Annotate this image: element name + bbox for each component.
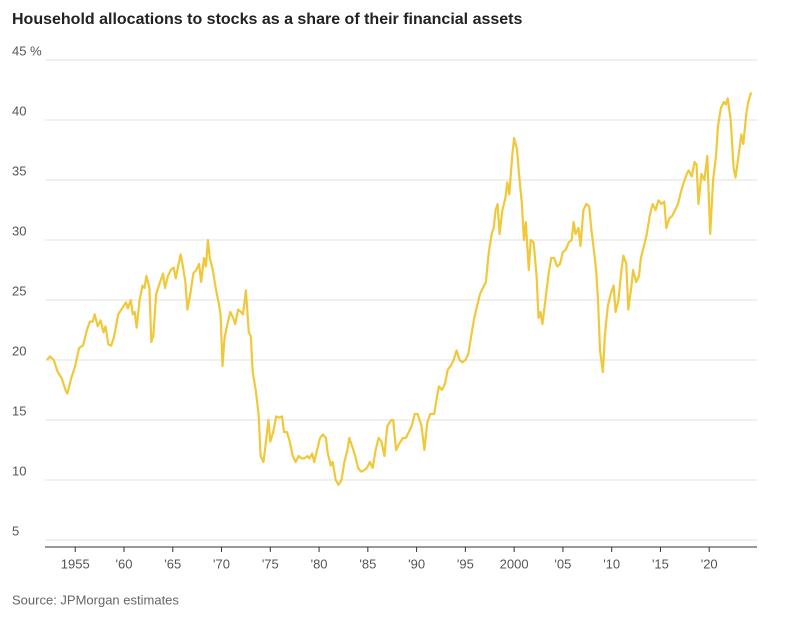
y-tick-label: 20 [12,343,26,358]
x-tick-label: '05 [554,556,571,571]
source-note: Source: JPMorgan estimates [12,592,179,607]
y-tick-label: 35 [12,163,26,178]
data-line [46,92,753,486]
y-tick-label: 45 % [12,43,42,58]
x-tick-label: '20 [701,556,718,571]
y-tick-label: 5 [12,523,19,538]
y-tick-label: 10 [12,463,26,478]
x-tick-label: '10 [603,556,620,571]
x-tick-label: 2000 [500,556,529,571]
x-tick-label: '80 [311,556,328,571]
x-tick-label: 1955 [61,556,90,571]
y-tick-label: 25 [12,283,26,298]
x-tick-label: '95 [457,556,474,571]
x-tick-label: '85 [359,556,376,571]
y-tick-label: 40 [12,103,26,118]
y-tick-label: 15 [12,403,26,418]
y-tick-label: 30 [12,223,26,238]
x-tick-label: '15 [652,556,669,571]
x-tick-label: '75 [262,556,279,571]
x-tick-label: '70 [213,556,230,571]
x-tick-label: '90 [408,556,425,571]
x-tick-label: '60 [116,556,133,571]
x-tick-label: '65 [164,556,181,571]
chart-title: Household allocations to stocks as a sha… [12,11,522,28]
